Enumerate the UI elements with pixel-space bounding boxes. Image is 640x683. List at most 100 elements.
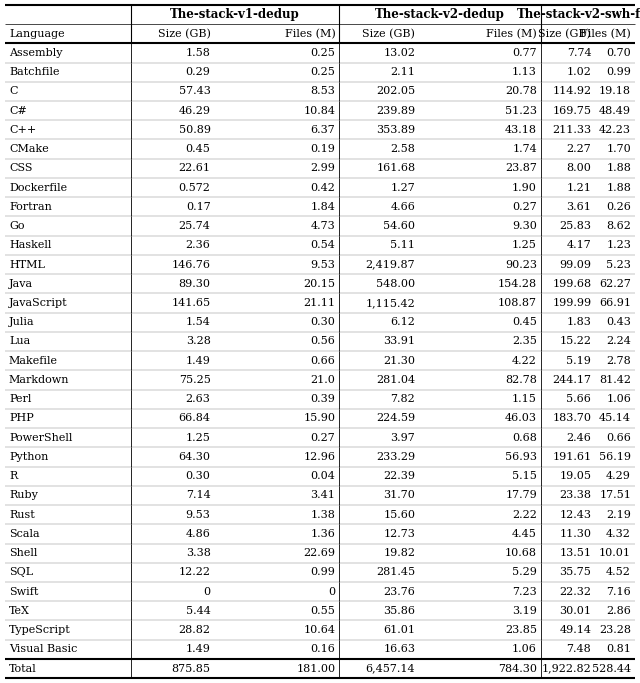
Text: Scala: Scala: [9, 529, 40, 539]
Text: 1.90: 1.90: [512, 182, 537, 193]
Text: 3.38: 3.38: [186, 548, 211, 558]
Text: 46.29: 46.29: [179, 106, 211, 115]
Text: 146.76: 146.76: [172, 260, 211, 270]
Text: 0.81: 0.81: [606, 644, 631, 654]
Text: 3.41: 3.41: [310, 490, 335, 501]
Text: 90.23: 90.23: [505, 260, 537, 270]
Text: 61.01: 61.01: [383, 625, 415, 635]
Text: TeX: TeX: [9, 606, 30, 616]
Text: 19.18: 19.18: [599, 86, 631, 96]
Text: Swift: Swift: [9, 587, 38, 597]
Text: 5.15: 5.15: [512, 471, 537, 482]
Text: 9.53: 9.53: [310, 260, 335, 270]
Text: 8.53: 8.53: [310, 86, 335, 96]
Text: Files (M): Files (M): [285, 29, 335, 39]
Text: 1.84: 1.84: [310, 201, 335, 212]
Text: Makefile: Makefile: [9, 356, 58, 365]
Text: 108.87: 108.87: [498, 298, 537, 308]
Text: 199.99: 199.99: [552, 298, 591, 308]
Text: 2.19: 2.19: [606, 510, 631, 520]
Text: 50.89: 50.89: [179, 125, 211, 135]
Text: 7.16: 7.16: [606, 587, 631, 597]
Text: 15.90: 15.90: [303, 413, 335, 423]
Text: Lua: Lua: [9, 337, 30, 346]
Text: 0.16: 0.16: [310, 644, 335, 654]
Text: 0.27: 0.27: [512, 201, 537, 212]
Text: 233.29: 233.29: [376, 452, 415, 462]
Text: 1.27: 1.27: [390, 182, 415, 193]
Text: 8.00: 8.00: [566, 163, 591, 173]
Text: 2,419.87: 2,419.87: [365, 260, 415, 270]
Text: 244.17: 244.17: [552, 375, 591, 385]
Text: 1.54: 1.54: [186, 318, 211, 327]
Text: 1.49: 1.49: [186, 356, 211, 365]
Text: 11.30: 11.30: [559, 529, 591, 539]
Text: 12.96: 12.96: [303, 452, 335, 462]
Text: 62.27: 62.27: [599, 279, 631, 289]
Text: 6.37: 6.37: [310, 125, 335, 135]
Text: C: C: [9, 86, 17, 96]
Text: 2.58: 2.58: [390, 144, 415, 154]
Text: Assembly: Assembly: [9, 48, 63, 58]
Text: 25.83: 25.83: [559, 221, 591, 231]
Text: 2.63: 2.63: [186, 394, 211, 404]
Text: 22.32: 22.32: [559, 587, 591, 597]
Text: 1.88: 1.88: [606, 182, 631, 193]
Text: 4.66: 4.66: [390, 201, 415, 212]
Text: 6.12: 6.12: [390, 318, 415, 327]
Text: Visual Basic: Visual Basic: [9, 644, 77, 654]
Text: 5.19: 5.19: [566, 356, 591, 365]
Text: 2.11: 2.11: [390, 67, 415, 77]
Text: 0.99: 0.99: [606, 67, 631, 77]
Text: 4.32: 4.32: [606, 529, 631, 539]
Text: 42.23: 42.23: [599, 125, 631, 135]
Text: 3.97: 3.97: [390, 433, 415, 443]
Text: 528.44: 528.44: [592, 664, 631, 673]
Text: The-stack-v2-swh-full: The-stack-v2-swh-full: [517, 8, 640, 21]
Text: 15.60: 15.60: [383, 510, 415, 520]
Text: 56.93: 56.93: [505, 452, 537, 462]
Text: CSS: CSS: [9, 163, 33, 173]
Text: Language: Language: [9, 29, 65, 39]
Text: 1,922.82: 1,922.82: [541, 664, 591, 673]
Text: Python: Python: [9, 452, 49, 462]
Text: 0.77: 0.77: [513, 48, 537, 58]
Text: 33.91: 33.91: [383, 337, 415, 346]
Text: 0.45: 0.45: [512, 318, 537, 327]
Text: 0.56: 0.56: [310, 337, 335, 346]
Text: 1.25: 1.25: [512, 240, 537, 250]
Text: 0.66: 0.66: [606, 433, 631, 443]
Text: 56.19: 56.19: [599, 452, 631, 462]
Text: PowerShell: PowerShell: [9, 433, 72, 443]
Text: 66.84: 66.84: [179, 413, 211, 423]
Text: 23.76: 23.76: [383, 587, 415, 597]
Text: 9.53: 9.53: [186, 510, 211, 520]
Text: 2.35: 2.35: [512, 337, 537, 346]
Text: 2.86: 2.86: [606, 606, 631, 616]
Text: 5.44: 5.44: [186, 606, 211, 616]
Text: Julia: Julia: [9, 318, 35, 327]
Text: 1.49: 1.49: [186, 644, 211, 654]
Text: 875.85: 875.85: [172, 664, 211, 673]
Text: 1.70: 1.70: [606, 144, 631, 154]
Text: 0: 0: [328, 587, 335, 597]
Text: 1.13: 1.13: [512, 67, 537, 77]
Text: Files (M): Files (M): [486, 29, 537, 39]
Text: 99.09: 99.09: [559, 260, 591, 270]
Text: 202.05: 202.05: [376, 86, 415, 96]
Text: 0.39: 0.39: [310, 394, 335, 404]
Text: PHP: PHP: [9, 413, 34, 423]
Text: Dockerfile: Dockerfile: [9, 182, 67, 193]
Text: 4.22: 4.22: [512, 356, 537, 365]
Text: 161.68: 161.68: [376, 163, 415, 173]
Text: 35.75: 35.75: [559, 568, 591, 577]
Text: Batchfile: Batchfile: [9, 67, 60, 77]
Text: 45.14: 45.14: [599, 413, 631, 423]
Text: 21.11: 21.11: [303, 298, 335, 308]
Text: 2.78: 2.78: [606, 356, 631, 365]
Text: 0.25: 0.25: [310, 48, 335, 58]
Text: 20.78: 20.78: [505, 86, 537, 96]
Text: 28.82: 28.82: [179, 625, 211, 635]
Text: 82.78: 82.78: [505, 375, 537, 385]
Text: 4.17: 4.17: [566, 240, 591, 250]
